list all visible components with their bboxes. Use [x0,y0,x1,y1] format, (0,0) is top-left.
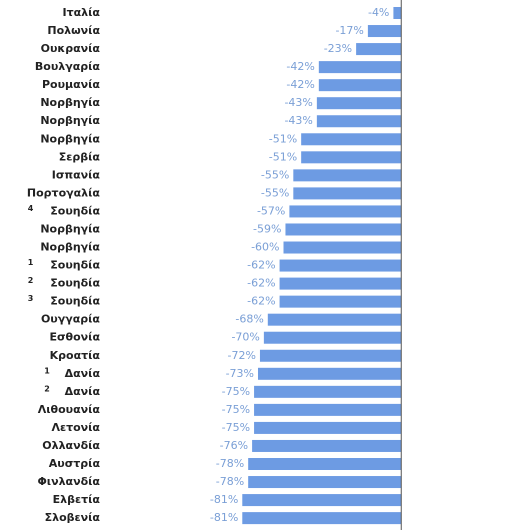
category-label: Ελβετία [53,493,101,506]
category-label: Σουηδία [50,259,100,272]
value-label: -70% [231,331,259,344]
bar [257,367,402,380]
bar [316,97,402,110]
footnote-marker: 4 [28,204,34,213]
category-label: Νορβηγία [40,241,100,254]
value-label: -62% [247,259,275,272]
value-label: -81% [210,493,238,506]
bar [254,421,402,434]
bar [283,241,402,254]
value-label: -57% [257,204,285,217]
value-label: -72% [228,349,256,362]
category-label: Ρουμανία [42,78,100,91]
value-label: -75% [222,421,250,434]
value-label: -4% [368,6,389,19]
category-label: Δανία [65,367,101,380]
bar [301,133,402,146]
bar [279,259,402,272]
category-label: Δανία [65,385,101,398]
category-label: Εσθονία [49,331,100,344]
category-label: Σουηδία [50,277,100,290]
value-label: -59% [253,222,281,235]
bar [259,349,402,362]
value-label: -75% [222,385,250,398]
bar [279,277,402,290]
category-label: Σουηδία [50,295,100,308]
category-label: Λετονία [51,421,100,434]
bar [263,331,402,344]
value-label: -51% [269,132,297,145]
category-label: Ουγγαρία [41,313,100,326]
bar [252,439,402,452]
value-label: -42% [286,60,314,73]
bar [267,313,402,326]
category-label: Πορτογαλία [27,186,101,199]
category-label: Φινλανδία [37,475,100,488]
value-label: -73% [226,367,254,380]
bar [242,512,402,525]
category-label: Πολωνία [47,24,100,37]
value-label: -76% [220,439,248,452]
bar [318,79,402,92]
value-label: -78% [216,475,244,488]
bar [301,151,402,164]
bar [242,494,402,507]
value-label: -43% [284,114,312,127]
bar [254,403,402,416]
footnote-marker: 2 [44,384,50,393]
category-label: Ιταλία [63,6,101,19]
footnote-marker: 1 [28,258,34,267]
category-label: Νορβηγία [40,96,100,109]
bar [293,169,402,182]
value-label: -42% [286,78,314,91]
bar [356,43,402,56]
category-label: Σουηδία [50,204,100,217]
value-label: -43% [284,96,312,109]
category-label: Σερβία [59,150,101,163]
bar [316,115,402,128]
value-label: -81% [210,511,238,524]
footnote-marker: 3 [28,294,34,303]
bar [318,61,402,74]
category-label: Νορβηγία [40,114,100,127]
category-label: Σλοβενία [45,511,101,524]
value-label: -17% [335,24,363,37]
footnote-marker: 2 [28,276,34,285]
value-label: -75% [222,403,250,416]
bar [254,385,402,398]
category-label: Βουλγαρία [35,60,101,73]
category-label: Αυστρία [49,457,101,470]
value-label: -51% [269,150,297,163]
bar [285,223,402,236]
category-label: Κροατία [50,349,101,362]
bar [393,7,402,19]
bar [293,187,402,200]
category-label: Νορβηγία [40,222,100,235]
value-label: -60% [251,241,279,254]
bar [248,476,402,489]
category-label: Νορβηγία [40,132,100,145]
category-label: Ισπανία [52,168,101,181]
value-label: -68% [235,313,263,326]
value-label: -78% [216,457,244,470]
value-label: -55% [261,186,289,199]
category-label: Λιθουανία [38,403,101,416]
category-label: Ολλανδία [42,439,100,452]
bar [367,25,402,38]
category-label: Ουκρανία [41,42,101,55]
value-label: -23% [324,42,352,55]
footnote-marker: 1 [44,366,50,375]
value-label: -55% [261,168,289,181]
bar [289,205,402,218]
value-label: -62% [247,295,275,308]
bar [248,458,402,470]
bar [279,295,402,308]
value-label: -62% [247,277,275,290]
